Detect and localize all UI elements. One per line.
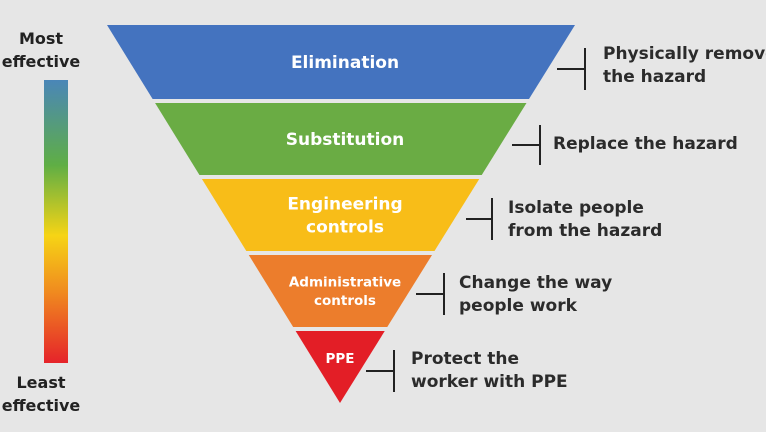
engineering-controls-description: Isolate people from the hazard	[508, 197, 662, 243]
least-effective-line1: Least	[16, 373, 66, 392]
description-line: Physically remove	[603, 44, 766, 64]
tier-elimination	[107, 25, 575, 99]
bracket-elimination	[557, 48, 586, 90]
most-effective-label: Most effective	[0, 27, 82, 73]
description-line: Change the way	[459, 273, 613, 293]
substitution-description: Replace the hazard	[553, 133, 738, 156]
administrative-controls-description: Change the way people work	[459, 272, 612, 318]
description-line: Protect the	[411, 349, 520, 369]
description-line: Replace the hazard	[553, 134, 738, 154]
effectiveness-gradient-bar	[44, 80, 68, 363]
bracket-administrative-controls	[416, 273, 445, 315]
bracket-substitution	[512, 125, 541, 165]
tier-administrative-controls	[248, 255, 433, 327]
tier-engineering-controls	[201, 179, 480, 251]
tier-label-engineering-controls: controls	[306, 217, 384, 237]
least-effective-label: Least effective	[0, 371, 82, 417]
description-line: from the hazard	[508, 221, 663, 241]
tier-label-engineering-controls: Engineering	[287, 194, 402, 214]
least-effective-line2: effective	[1, 396, 81, 415]
tier-label-administrative-controls: controls	[314, 293, 376, 309]
description-line: the hazard	[603, 67, 707, 87]
most-effective-line2: effective	[1, 52, 81, 71]
bracket-ppe	[366, 350, 395, 392]
tier-label-ppe: PPE	[325, 351, 354, 367]
most-effective-line1: Most	[18, 29, 64, 48]
ppe-description: Protect the worker with PPE	[411, 348, 568, 394]
tier-label-substitution: Substitution	[286, 130, 405, 150]
elimination-description: Physically remove the hazard	[603, 43, 766, 89]
tier-ppe	[295, 331, 385, 403]
tier-label-elimination: Elimination	[291, 53, 399, 73]
description-line: worker with PPE	[411, 372, 568, 392]
description-line: people work	[459, 296, 577, 316]
bracket-engineering-controls	[466, 198, 493, 240]
tier-label-administrative-controls: Administrative	[289, 275, 401, 291]
tier-substitution	[155, 103, 527, 175]
description-line: Isolate people	[508, 198, 644, 218]
